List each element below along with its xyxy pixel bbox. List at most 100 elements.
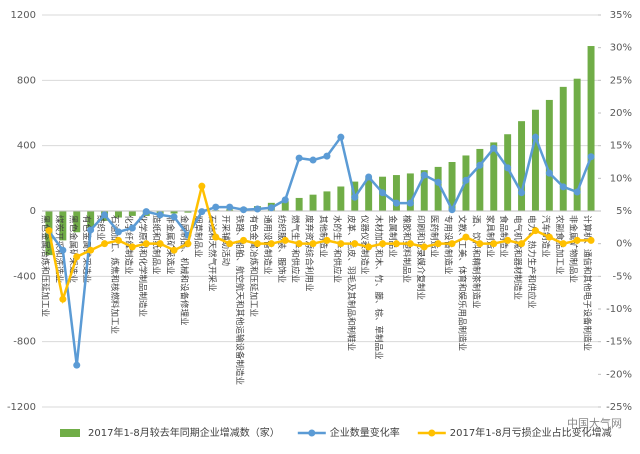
marker bbox=[490, 240, 498, 248]
legend-label: 2017年1-8月较去年同期企业增减数（家） bbox=[88, 426, 280, 439]
x-tick-label: 燃气生产和供应业 bbox=[290, 215, 301, 283]
marker bbox=[448, 240, 456, 248]
x-tick-label: 橡胶和塑料制品业 bbox=[401, 215, 412, 283]
bar bbox=[295, 197, 303, 211]
bar bbox=[531, 109, 539, 211]
marker bbox=[212, 203, 220, 211]
bar bbox=[87, 211, 95, 228]
marker bbox=[379, 189, 387, 197]
x-tick-label: 有色金属冶炼和压延加工业 bbox=[248, 215, 259, 317]
marker bbox=[337, 133, 345, 141]
marker bbox=[406, 199, 414, 207]
x-tick-label: 黑色金属矿采选业 bbox=[67, 215, 78, 283]
marker bbox=[87, 226, 95, 234]
x-tick-label: 石油和天然气开采业 bbox=[206, 215, 217, 292]
y2-tick-label: 0% bbox=[616, 239, 632, 250]
marker bbox=[253, 240, 261, 248]
marker bbox=[365, 173, 373, 181]
legend-label: 2017年1-8月亏损企业占比变化增减 bbox=[450, 426, 612, 439]
bar bbox=[518, 121, 526, 211]
bar bbox=[573, 78, 581, 211]
marker bbox=[545, 169, 553, 177]
bar bbox=[504, 134, 512, 211]
y2-tick-label: 5% bbox=[616, 206, 632, 217]
x-tick-label: 木材加工和木、竹、藤、棕、草制品业 bbox=[373, 215, 384, 360]
marker bbox=[267, 204, 275, 212]
line bbox=[47, 133, 593, 366]
x-tick-label: 烟草制品业 bbox=[192, 215, 203, 258]
legend-swatch bbox=[428, 429, 436, 437]
x-tick-label: 电气机械和器材制造业 bbox=[512, 215, 523, 300]
y2-tick-label: -5% bbox=[613, 271, 632, 282]
y2-tick-label: -15% bbox=[606, 337, 632, 348]
marker bbox=[587, 153, 595, 161]
bar bbox=[406, 173, 414, 211]
marker bbox=[101, 211, 109, 219]
marker bbox=[73, 253, 81, 261]
marker bbox=[434, 240, 442, 248]
marker bbox=[309, 240, 317, 248]
bar bbox=[281, 201, 289, 211]
x-tick-label: 农副食品加工业 bbox=[554, 215, 565, 275]
marker bbox=[559, 183, 567, 191]
marker bbox=[351, 240, 359, 248]
marker bbox=[490, 144, 498, 152]
marker bbox=[59, 295, 67, 303]
marker bbox=[504, 164, 512, 172]
marker bbox=[392, 199, 400, 207]
marker bbox=[87, 246, 95, 254]
bar bbox=[434, 166, 442, 211]
x-tick-label: 酒、饮料和精制茶制造业 bbox=[470, 215, 481, 309]
marker bbox=[559, 240, 567, 248]
x-tick-label: 有色金属矿采选业 bbox=[81, 215, 92, 283]
marker bbox=[448, 206, 456, 214]
y2-tick-label: -10% bbox=[606, 304, 632, 315]
bar bbox=[114, 211, 122, 218]
marker bbox=[545, 233, 553, 241]
x-tick-label: 医药制造业 bbox=[429, 215, 440, 258]
marker bbox=[226, 203, 234, 211]
x-tick-label: 金属制品业 bbox=[387, 215, 398, 258]
bar bbox=[392, 175, 400, 211]
bar bbox=[184, 211, 192, 213]
marker bbox=[323, 236, 331, 244]
marker bbox=[587, 236, 595, 244]
bar bbox=[420, 170, 428, 211]
marker bbox=[379, 240, 387, 248]
x-tick-label: 水的生产和供应业 bbox=[331, 215, 342, 283]
marker bbox=[59, 246, 67, 254]
marker bbox=[406, 240, 414, 248]
y2-tick-label: -25% bbox=[606, 402, 632, 413]
bar bbox=[545, 99, 553, 211]
marker bbox=[226, 240, 234, 248]
x-tick-label: 非金属矿采选业 bbox=[165, 215, 176, 275]
marker bbox=[114, 228, 122, 236]
marker bbox=[337, 240, 345, 248]
marker bbox=[45, 227, 53, 235]
marker bbox=[462, 176, 470, 184]
x-tick-label: 金属制品、机械和设备修理业 bbox=[178, 215, 189, 326]
marker bbox=[295, 240, 303, 248]
legend-swatch bbox=[308, 429, 316, 437]
y-tick-label: 0 bbox=[30, 206, 36, 217]
x-tick-label: 煤炭开采和洗选业 bbox=[53, 215, 64, 283]
marker bbox=[309, 156, 317, 164]
marker bbox=[504, 236, 512, 244]
x-tick-label: 食品制造业 bbox=[498, 215, 509, 258]
x-tick-label: 石油加工、炼焦和核燃料加工业 bbox=[109, 215, 120, 334]
marker bbox=[184, 240, 192, 248]
x-tick-label: 其他制造业 bbox=[317, 215, 328, 258]
x-tick-label: 电力、热力生产和供应业 bbox=[526, 215, 537, 309]
legend-swatch bbox=[60, 429, 80, 437]
marker bbox=[170, 246, 178, 254]
y2-tick-label: -20% bbox=[606, 369, 632, 380]
marker bbox=[240, 236, 248, 244]
marker bbox=[240, 206, 248, 214]
bar bbox=[559, 86, 567, 211]
marker bbox=[101, 240, 109, 248]
marker bbox=[142, 240, 150, 248]
y-tick-label: 400 bbox=[17, 141, 36, 152]
bar bbox=[323, 191, 331, 211]
y-tick-label: -1200 bbox=[7, 402, 36, 413]
